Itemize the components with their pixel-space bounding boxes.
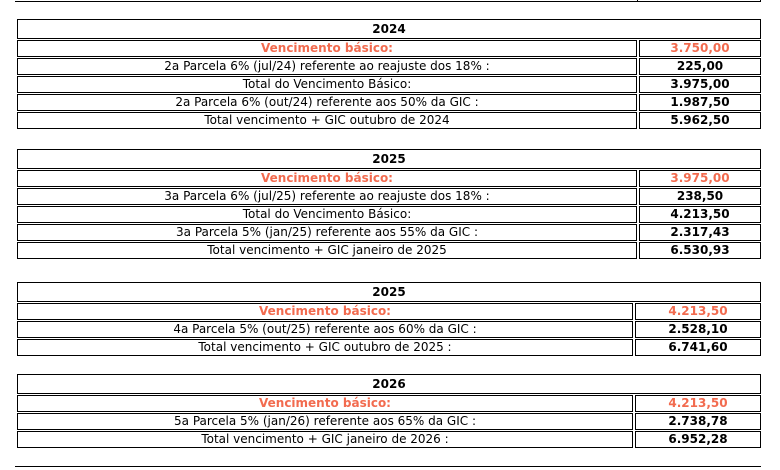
table-year-header: 2026 <box>17 374 761 394</box>
salary-table-2026: 2026 Vencimento básico: 4.213,50 5a Parc… <box>15 373 763 449</box>
row-value: 4.213,50 <box>635 395 761 412</box>
row-label: Total vencimento + GIC janeiro de 2025 <box>17 242 637 259</box>
top-divider-tick <box>637 0 638 2</box>
row-label: Vencimento básico: <box>17 303 633 320</box>
row-value: 4.213,50 <box>635 303 761 320</box>
table-year-header: 2025 <box>17 282 761 302</box>
row-value: 6.741,60 <box>635 339 761 356</box>
row-value: 6.952,28 <box>635 431 761 448</box>
table-row: 5a Parcela 5% (jan/26) referente aos 65%… <box>17 413 761 430</box>
row-value: 238,50 <box>639 188 761 205</box>
row-label: Total vencimento + GIC outubro de 2025 : <box>17 339 633 356</box>
table-row: 2a Parcela 6% (out/24) referente aos 50%… <box>17 94 761 111</box>
table-row: Total vencimento + GIC outubro de 2025 :… <box>17 339 761 356</box>
table-row: Total vencimento + GIC janeiro de 2026 :… <box>17 431 761 448</box>
row-value: 1.987,50 <box>639 94 761 111</box>
row-value: 6.530,93 <box>639 242 761 259</box>
table-row: Total do Vencimento Básico: 3.975,00 <box>17 76 761 93</box>
table-row: Total vencimento + GIC janeiro de 2025 6… <box>17 242 761 259</box>
salary-table-2025-out: 2025 Vencimento básico: 4.213,50 4a Parc… <box>15 281 763 357</box>
row-label: Vencimento básico: <box>17 170 637 187</box>
row-label: Total do Vencimento Básico: <box>17 206 637 223</box>
row-value: 3.975,00 <box>639 170 761 187</box>
row-value: 2.738,78 <box>635 413 761 430</box>
table-row: 3a Parcela 5% (jan/25) referente aos 55%… <box>17 224 761 241</box>
row-value: 2.528,10 <box>635 321 761 338</box>
table-row: Vencimento básico: 3.975,00 <box>17 170 761 187</box>
row-value: 3.975,00 <box>639 76 761 93</box>
row-value: 2.317,43 <box>639 224 761 241</box>
table-row: 4a Parcela 5% (out/25) referente aos 60%… <box>17 321 761 338</box>
row-label: Vencimento básico: <box>17 40 637 57</box>
table-row: Total vencimento + GIC outubro de 2024 5… <box>17 112 761 129</box>
row-label: 3a Parcela 5% (jan/25) referente aos 55%… <box>17 224 637 241</box>
row-value: 5.962,50 <box>639 112 761 129</box>
row-value: 225,00 <box>639 58 761 75</box>
salary-table-2024: 2024 Vencimento básico: 3.750,00 2a Parc… <box>15 18 763 130</box>
salary-table-2025-jan: 2025 Vencimento básico: 3.975,00 3a Parc… <box>15 148 763 260</box>
table-row: 3a Parcela 6% (jul/25) referente ao reaj… <box>17 188 761 205</box>
table-row: Vencimento básico: 4.213,50 <box>17 395 761 412</box>
row-label: 4a Parcela 5% (out/25) referente aos 60%… <box>17 321 633 338</box>
row-label: 5a Parcela 5% (jan/26) referente aos 65%… <box>17 413 633 430</box>
table-row: Vencimento básico: 3.750,00 <box>17 40 761 57</box>
top-divider-tick <box>760 0 761 2</box>
row-label: 3a Parcela 6% (jul/25) referente ao reaj… <box>17 188 637 205</box>
table-year-header: 2025 <box>17 149 761 169</box>
row-label: Vencimento básico: <box>17 395 633 412</box>
table-row: Vencimento básico: 4.213,50 <box>17 303 761 320</box>
row-label: 2a Parcela 6% (out/24) referente aos 50%… <box>17 94 637 111</box>
row-label: Total vencimento + GIC janeiro de 2026 : <box>17 431 633 448</box>
row-label: Total vencimento + GIC outubro de 2024 <box>17 112 637 129</box>
table-year-header: 2024 <box>17 19 761 39</box>
bottom-divider <box>15 466 761 467</box>
table-row: Total do Vencimento Básico: 4.213,50 <box>17 206 761 223</box>
row-value: 4.213,50 <box>639 206 761 223</box>
table-row: 2a Parcela 6% (jul/24) referente ao reaj… <box>17 58 761 75</box>
top-divider <box>15 1 761 2</box>
row-label: Total do Vencimento Básico: <box>17 76 637 93</box>
row-label: 2a Parcela 6% (jul/24) referente ao reaj… <box>17 58 637 75</box>
row-value: 3.750,00 <box>639 40 761 57</box>
